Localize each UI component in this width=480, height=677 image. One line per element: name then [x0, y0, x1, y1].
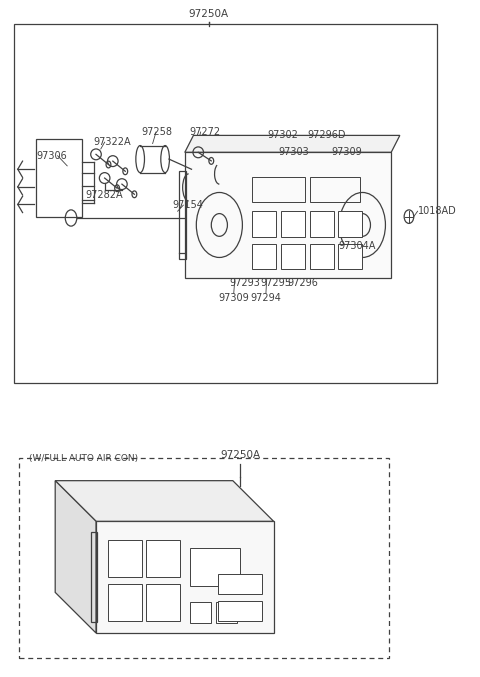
Text: 97296: 97296: [287, 278, 318, 288]
Text: 97295: 97295: [261, 278, 291, 288]
Polygon shape: [55, 481, 274, 521]
Text: (W/FULL AUTO AIR CON): (W/FULL AUTO AIR CON): [29, 454, 138, 462]
Text: 97304A: 97304A: [338, 241, 376, 250]
Text: 97154: 97154: [173, 200, 204, 210]
Bar: [216, 603, 237, 623]
Bar: [218, 574, 262, 594]
Polygon shape: [185, 135, 400, 152]
Bar: [252, 244, 276, 269]
Bar: [19, 458, 389, 658]
Text: 97303: 97303: [278, 148, 309, 157]
Bar: [310, 211, 334, 237]
Bar: [108, 584, 142, 621]
Bar: [185, 152, 391, 278]
Bar: [281, 244, 305, 269]
Polygon shape: [55, 481, 96, 633]
Text: 97258: 97258: [142, 127, 173, 137]
Text: 97322A: 97322A: [94, 137, 131, 147]
Bar: [252, 211, 276, 237]
Bar: [338, 244, 362, 269]
Bar: [218, 601, 262, 621]
Text: 1018AD: 1018AD: [418, 206, 456, 216]
Text: 97296D: 97296D: [307, 131, 346, 140]
Bar: [310, 244, 334, 269]
Text: 97309: 97309: [331, 148, 362, 157]
Bar: [91, 532, 97, 621]
Bar: [338, 211, 362, 237]
Text: 97306: 97306: [36, 151, 67, 160]
Bar: [108, 540, 142, 577]
Text: 97302: 97302: [267, 131, 298, 140]
Text: 97294: 97294: [251, 293, 281, 303]
Bar: [14, 24, 437, 383]
Bar: [252, 177, 305, 202]
Bar: [146, 540, 180, 577]
Bar: [96, 521, 274, 633]
Text: 97250A: 97250A: [189, 9, 229, 19]
Text: 97272: 97272: [190, 127, 221, 137]
Bar: [281, 211, 305, 237]
Bar: [190, 603, 212, 623]
Bar: [179, 171, 186, 259]
Text: 97309: 97309: [218, 293, 249, 303]
Text: 97250A: 97250A: [220, 450, 260, 460]
Bar: [146, 584, 180, 621]
Text: 97293: 97293: [229, 278, 260, 288]
Bar: [190, 548, 240, 586]
Bar: [36, 139, 82, 217]
Text: 97282A: 97282A: [86, 190, 123, 200]
Bar: [310, 177, 360, 202]
